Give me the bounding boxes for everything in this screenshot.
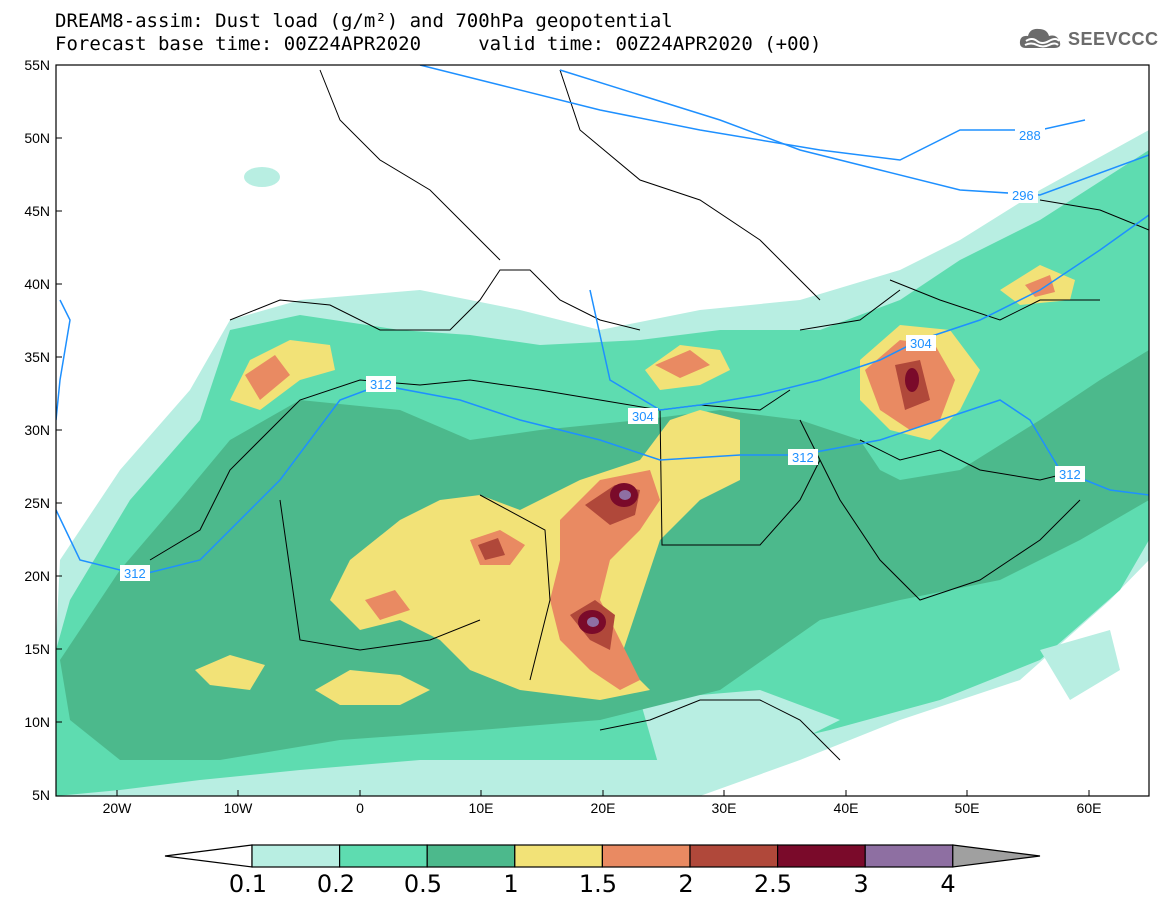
lat-label-5n: 5N (32, 787, 50, 803)
colorbar-segment-6 (776, 844, 866, 868)
lon-label-50e: 50E (954, 800, 980, 816)
lon-label-10w: 10W (223, 800, 253, 816)
contour-label-304b: 304 (632, 409, 654, 424)
map-subtitle: Forecast base time: 00Z24APR2020 valid t… (55, 33, 822, 55)
contour-labels: 288 296 304 304 312 312 312 312 (120, 127, 1085, 581)
contour-label-312c: 312 (1059, 467, 1081, 482)
lat-label-20n: 20N (24, 568, 50, 584)
colorbar-arrow-high (952, 844, 1041, 868)
colorbar-tick-0: 0.1 (228, 870, 268, 898)
colorbar-tick-4: 1.5 (578, 870, 618, 898)
colorbar-tick-5: 2 (678, 870, 694, 898)
contour-label-288: 288 (1019, 128, 1041, 143)
colorbar-segment-3 (514, 844, 603, 868)
lon-label-10e: 10E (468, 800, 494, 816)
contour-label-296: 296 (1012, 188, 1034, 203)
colorbar-tick-8: 4 (940, 870, 956, 898)
map-title: DREAM8-assim: Dust load (g/m²) and 700hP… (55, 10, 673, 32)
lat-label-35n: 35N (24, 349, 50, 365)
lon-label-20e: 20E (590, 800, 616, 816)
colorbar-arrow-low (164, 844, 253, 868)
dust-field (56, 65, 1149, 796)
colorbar-tick-6: 2.5 (753, 870, 793, 898)
lon-label-60e: 60E (1076, 800, 1102, 816)
colorbar-segment-4 (601, 844, 691, 868)
colorbar-tick-3: 1 (503, 870, 519, 898)
contour-label-304a: 304 (910, 336, 932, 351)
lon-label-20w: 20W (102, 800, 132, 816)
colorbar-segment-1 (339, 844, 428, 868)
contour-label-312a: 312 (370, 377, 392, 392)
colorbar-segment-2 (426, 844, 516, 868)
colorbar-segment-0 (251, 844, 341, 868)
lat-label-45n: 45N (24, 203, 50, 219)
colorbar-tick-1: 0.2 (316, 870, 356, 898)
lat-label-50n: 50N (24, 130, 50, 146)
colorbar-tick-7: 3 (853, 870, 869, 898)
lat-label-15n: 15N (24, 641, 50, 657)
lat-label-40n: 40N (24, 276, 50, 292)
logo-text: SEEVCCC (1068, 28, 1159, 49)
colorbar-segment-5 (689, 844, 779, 868)
lat-label-10n: 10N (24, 714, 50, 730)
borders (149, 69, 1149, 761)
seevccc-logo: SEEVCCC (1018, 26, 1159, 52)
cloud-icon (1019, 28, 1061, 48)
lat-label-25n: 25N (24, 495, 50, 511)
lat-label-30n: 30N (24, 422, 50, 438)
lon-label-30e: 30E (711, 800, 737, 816)
contour-label-312b: 312 (792, 450, 814, 465)
geopotential-contours (56, 65, 1149, 576)
colorbar-segment-7 (864, 844, 954, 868)
lon-label-40e: 40E (833, 800, 859, 816)
colorbar-tick-2: 0.5 (403, 870, 443, 898)
contour-label-312d: 312 (124, 566, 146, 581)
lat-label-55n: 55N (24, 57, 50, 73)
lon-label-0: 0 (356, 800, 364, 816)
axis-ticks (56, 64, 1090, 796)
